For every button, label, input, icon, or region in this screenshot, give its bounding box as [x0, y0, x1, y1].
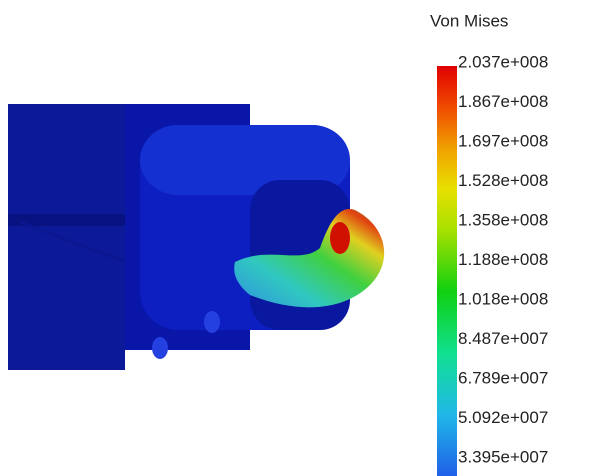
page: Von Mises 2.037e+008 1.867e+008 1.697e+008… — [0, 0, 590, 476]
legend-label: 1.188e+008 — [458, 250, 548, 269]
legend-label: 6.789e+007 — [458, 368, 548, 387]
model — [8, 104, 384, 370]
legend-title: Von Mises — [430, 11, 508, 30]
legend-label: 1.018e+008 — [458, 289, 548, 308]
legend-label: 8.487e+007 — [458, 329, 548, 348]
legend-label: 5.092e+007 — [458, 408, 548, 427]
legend-label: 2.037e+008 — [458, 52, 548, 71]
legend-labels: 2.037e+008 1.867e+008 1.697e+008 1.528e+008… — [458, 52, 548, 466]
color-legend: Von Mises 2.037e+008 1.867e+008 1.697e+008… — [430, 11, 548, 476]
legend-label: 3.395e+007 — [458, 447, 548, 466]
legend-label: 1.697e+008 — [458, 131, 548, 150]
legend-label: 1.867e+008 — [458, 92, 548, 111]
fea-viewport: Von Mises 2.037e+008 1.867e+008 1.697e+008… — [0, 0, 590, 476]
legend-label: 1.358e+008 — [458, 210, 548, 229]
legend-label: 1.528e+008 — [458, 171, 548, 190]
color-bar — [437, 66, 457, 476]
